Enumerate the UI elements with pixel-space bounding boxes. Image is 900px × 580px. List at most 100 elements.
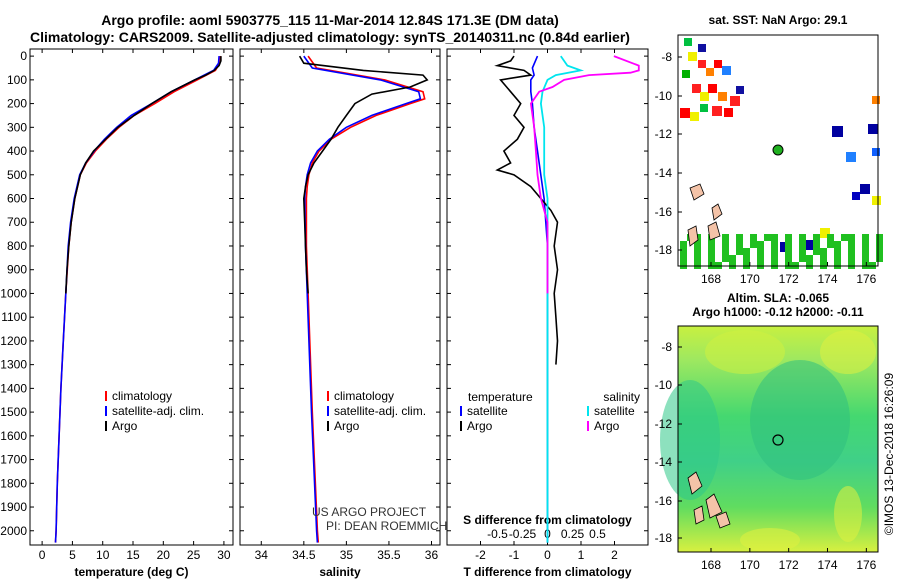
sst-cell (771, 234, 778, 241)
legend-title-temperature: temperature (468, 390, 533, 404)
sst-cell (750, 234, 757, 241)
sst-cell (862, 248, 869, 255)
y-tick-label: 800 (7, 239, 27, 253)
sst-cell (848, 241, 855, 248)
sla-blob (834, 486, 862, 542)
sst-cell (872, 148, 880, 156)
x-tick-label: 36 (425, 548, 439, 562)
panel-frame-2 (239, 48, 441, 546)
sst-cell (820, 255, 827, 262)
island-shape (689, 183, 705, 201)
sst-cell (876, 241, 883, 248)
map-top-frame (677, 34, 879, 267)
sst-cell (785, 241, 792, 248)
sst-cell (736, 86, 744, 94)
sst-cell (743, 255, 750, 262)
sst-cell (698, 60, 706, 68)
sst-cell (680, 241, 687, 248)
map-x-tick-label: 172 (779, 272, 799, 286)
legend-label: satellite-adj. clim. (112, 404, 204, 418)
sst-cell (722, 234, 729, 241)
x-tick-label: -1 (509, 548, 520, 562)
sst-cell (757, 241, 764, 248)
sst-cell (771, 248, 778, 255)
legend-label: Argo (112, 419, 138, 433)
x-tick-label-top: -0.25 (509, 527, 537, 541)
map-top-title: sat. SST: NaN Argo: 29.1 (709, 13, 848, 27)
sst-cell (834, 241, 841, 248)
sst-cell (827, 241, 834, 248)
sst-cell (785, 248, 792, 255)
y-tick-label: 700 (7, 215, 27, 229)
island-shape (711, 203, 723, 221)
map-x-tick-label: 172 (779, 558, 799, 572)
x-tick-label-top: 0.25 (561, 527, 585, 541)
y-tick-label: 400 (7, 144, 27, 158)
sst-cell (834, 255, 841, 262)
y-tick-label: 1600 (0, 429, 27, 443)
legend-label: satellite (467, 404, 508, 418)
island-shape (693, 505, 705, 525)
sst-cell (862, 255, 869, 262)
legend-label: satellite (594, 404, 635, 418)
x-tick-label: 15 (126, 548, 140, 562)
map-y-tick-label: -16 (655, 494, 673, 508)
series-argo-temperature (65, 56, 222, 294)
sla-blob (740, 528, 800, 552)
sst-cell (708, 241, 715, 248)
series-satellite-temperature (54, 56, 220, 543)
sst-cell (682, 70, 690, 78)
sst-cell (736, 241, 743, 248)
sst-cell (841, 234, 848, 241)
map-y-tick-label: -16 (655, 205, 673, 219)
sst-cell (724, 108, 733, 117)
sst-cell (868, 124, 878, 134)
y-tick-label: 600 (7, 192, 27, 206)
x-tick-label: 34 (255, 548, 269, 562)
sst-cell (694, 255, 701, 262)
sst-cell (692, 84, 701, 93)
y-tick-label: 900 (7, 263, 27, 277)
sst-cell (832, 126, 843, 137)
sst-cell (771, 241, 778, 248)
x-tick-label: -2 (475, 548, 486, 562)
sst-cell (876, 248, 883, 255)
map-x-tick-label: 170 (740, 272, 760, 286)
sst-cell (718, 92, 727, 101)
sst-cell (834, 248, 841, 255)
x-tick-label: 10 (96, 548, 110, 562)
sst-cell (680, 255, 687, 262)
x-tick-label: 25 (187, 548, 201, 562)
sst-cell (846, 152, 856, 162)
y-tick-label: 100 (7, 73, 27, 87)
island-shape (687, 471, 703, 495)
annotation-pi: PI: DEAN ROEMMICH (326, 519, 447, 533)
sla-blob (750, 360, 850, 480)
legend-title-salinity: salinity (603, 390, 640, 404)
sst-cell (862, 234, 869, 241)
map-x-tick-label: 176 (856, 272, 876, 286)
x-tick-label: 0 (39, 548, 46, 562)
series-argo-salinity (298, 55, 429, 294)
argo-float-marker (772, 434, 784, 446)
y-tick-label: 1000 (0, 286, 27, 300)
series-sal-diff-satellite (539, 55, 585, 543)
map-x-tick-label: 168 (701, 272, 721, 286)
sst-cell (694, 248, 701, 255)
x-tick-label: 34.5 (292, 548, 316, 562)
sst-cell (806, 255, 813, 262)
sst-cell (876, 255, 883, 262)
watermark-text: ©IMOS 13-Dec-2018 16:26:09 (882, 373, 896, 536)
sst-cell (862, 241, 869, 248)
sla-blob (660, 380, 720, 500)
y-tick-label: 1700 (0, 453, 27, 467)
sst-cell (785, 234, 792, 241)
x-tick-label-top: -0.5 (487, 527, 508, 541)
sst-cell (799, 255, 806, 262)
panel-frame-1 (29, 48, 234, 546)
map-y-tick-label: -8 (661, 340, 672, 354)
x-tick-label-top: 0.5 (589, 527, 606, 541)
x-axis-label: salinity (319, 565, 361, 579)
x-tick-label: 20 (157, 548, 171, 562)
sst-cell (757, 255, 764, 262)
